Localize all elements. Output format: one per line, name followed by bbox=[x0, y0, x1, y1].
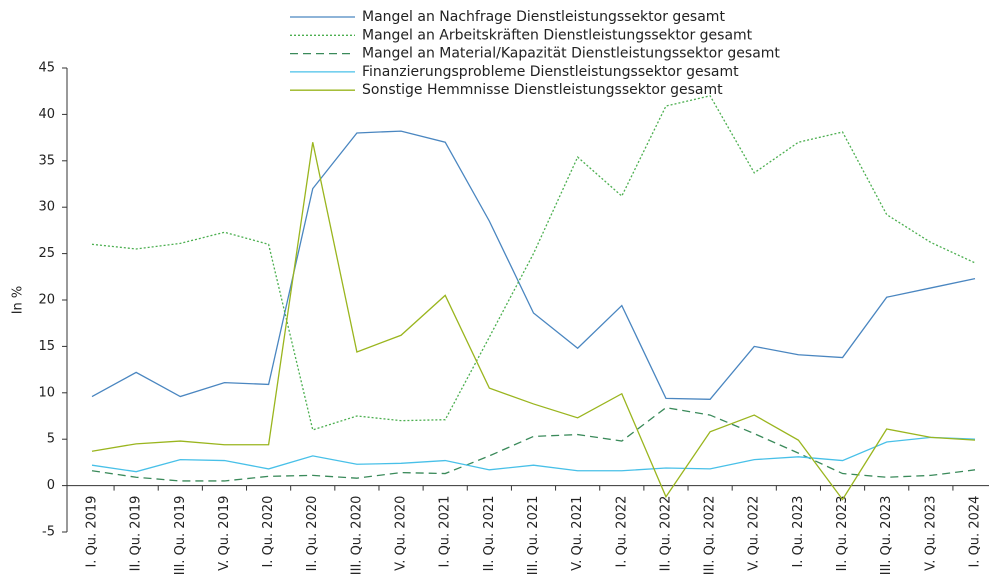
x-tick-label: III. Qu. 2020 bbox=[349, 496, 364, 576]
y-tick-label: 10 bbox=[38, 385, 55, 400]
y-tick-label: 15 bbox=[38, 339, 55, 354]
y-tick-label: 0 bbox=[47, 478, 55, 493]
x-tick-label: II. Qu. 2023 bbox=[835, 496, 850, 572]
line-series bbox=[91, 142, 976, 501]
x-tick-label: I. Qu. 2021 bbox=[438, 496, 453, 568]
x-tick-label: II. Qu. 2020 bbox=[305, 496, 320, 572]
x-tick-label: II. Qu. 2019 bbox=[129, 496, 144, 572]
y-tick-label: 5 bbox=[47, 432, 55, 447]
y-tick-label: 20 bbox=[38, 293, 55, 308]
line-series bbox=[91, 436, 976, 473]
x-tick-label: I. Qu. 2024 bbox=[968, 496, 983, 568]
x-tick-label: III. Qu. 2019 bbox=[173, 496, 188, 576]
x-tick-label: III. Qu. 2023 bbox=[879, 496, 894, 576]
y-tick-label: -5 bbox=[42, 525, 55, 540]
line-series bbox=[91, 406, 976, 482]
x-tick-label: V. Qu. 2022 bbox=[747, 496, 762, 571]
y-tick-label: 45 bbox=[38, 61, 55, 76]
x-tick-label: V. Qu. 2019 bbox=[217, 496, 232, 571]
legend-label: Mangel an Material/Kapazität Dienstleist… bbox=[362, 46, 780, 62]
y-axis-label: In % bbox=[11, 286, 26, 315]
x-tick-label: III. Qu. 2021 bbox=[526, 496, 541, 576]
y-tick-label: 25 bbox=[38, 246, 55, 261]
x-tick-label: II. Qu. 2022 bbox=[658, 496, 673, 572]
x-tick-label: V. Qu. 2023 bbox=[923, 496, 938, 571]
legend: Mangel an Nachfrage Dienstleistungssekto… bbox=[290, 9, 780, 98]
legend-label: Mangel an Arbeitskräften Dienstleistungs… bbox=[362, 27, 753, 43]
legend-label: Sonstige Hemmnisse Dienstleistungssektor… bbox=[362, 82, 723, 98]
line-series bbox=[91, 95, 976, 431]
x-tick-label: I. Qu. 2020 bbox=[261, 496, 276, 568]
x-tick-label: I. Qu. 2022 bbox=[614, 496, 629, 568]
line-series bbox=[91, 130, 976, 400]
y-tick-label: 40 bbox=[38, 107, 55, 122]
y-tick-label: 35 bbox=[38, 153, 55, 168]
x-tick-label: V. Qu. 2020 bbox=[394, 496, 409, 571]
x-tick-label: I. Qu. 2023 bbox=[791, 496, 806, 568]
legend-label: Finanzierungsprobleme Dienstleistungssek… bbox=[362, 64, 739, 80]
legend-label: Mangel an Nachfrage Dienstleistungssekto… bbox=[362, 9, 725, 25]
x-tick-label: III. Qu. 2022 bbox=[703, 496, 718, 576]
x-tick-label: II. Qu. 2021 bbox=[482, 496, 497, 572]
x-tick-label: I. Qu. 2019 bbox=[85, 496, 100, 568]
x-tick-label: V. Qu. 2021 bbox=[570, 496, 585, 571]
y-tick-label: 30 bbox=[38, 200, 55, 215]
